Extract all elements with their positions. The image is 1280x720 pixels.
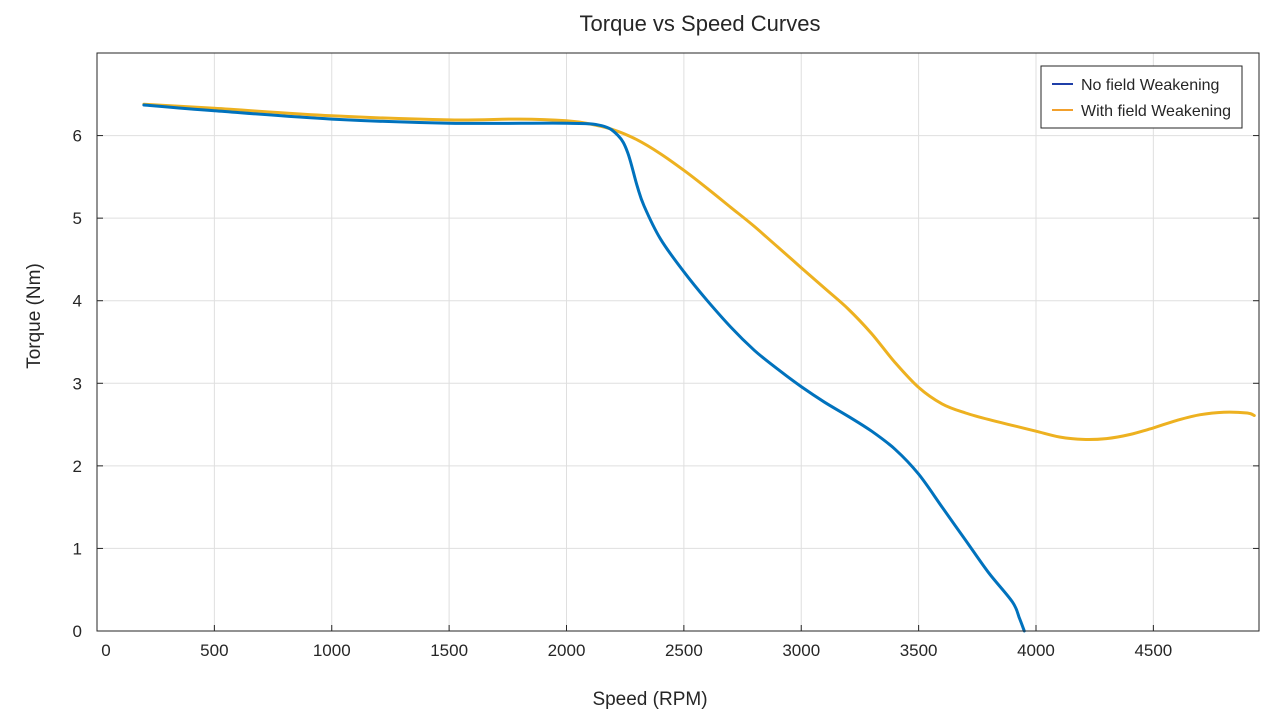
y-tick-label: 1 [73,539,82,558]
legend-label-no-field-weakening: No field Weakening [1081,77,1219,94]
grid [97,53,1259,631]
tick-labels: 0 500 1000 1500 2000 2500 3000 3500 4000 4500 0 1 2 3… [73,127,1259,660]
series-lines [142,102,1256,633]
legend: No field Weakening With field Weakening [1040,65,1243,129]
series-line-no-field-weakening [142,103,1026,633]
x-tick-label: 3000 [782,641,820,660]
x-tick-label: 0 [101,641,110,660]
y-tick-label: 6 [73,127,82,146]
plot-area-frame [96,52,1260,632]
y-tick-label: 5 [73,209,82,228]
y-axis-title: Torque (Nm) [24,263,45,369]
x-tick-label: 2000 [548,641,586,660]
y-tick-label: 0 [73,622,82,641]
x-tick-label: 1500 [430,641,468,660]
x-tick-label: 3500 [900,641,938,660]
x-tick-label: 2500 [665,641,703,660]
x-tick-label: 1000 [313,641,351,660]
y-tick-label: 2 [73,457,82,476]
x-tick-label: 500 [200,641,228,660]
x-tick-label: 4500 [1134,641,1172,660]
x-axis-title: Speed (RPM) [592,689,707,710]
x-tick-label: 4000 [1017,641,1055,660]
legend-box [1040,65,1243,129]
y-tick-label: 3 [73,374,82,393]
series-line-with-field-weakening [142,102,1256,442]
y-tick-label: 4 [73,292,82,311]
chart-title: Torque vs Speed Curves [580,11,821,36]
legend-label-with-field-weakening: With field Weakening [1081,103,1231,120]
